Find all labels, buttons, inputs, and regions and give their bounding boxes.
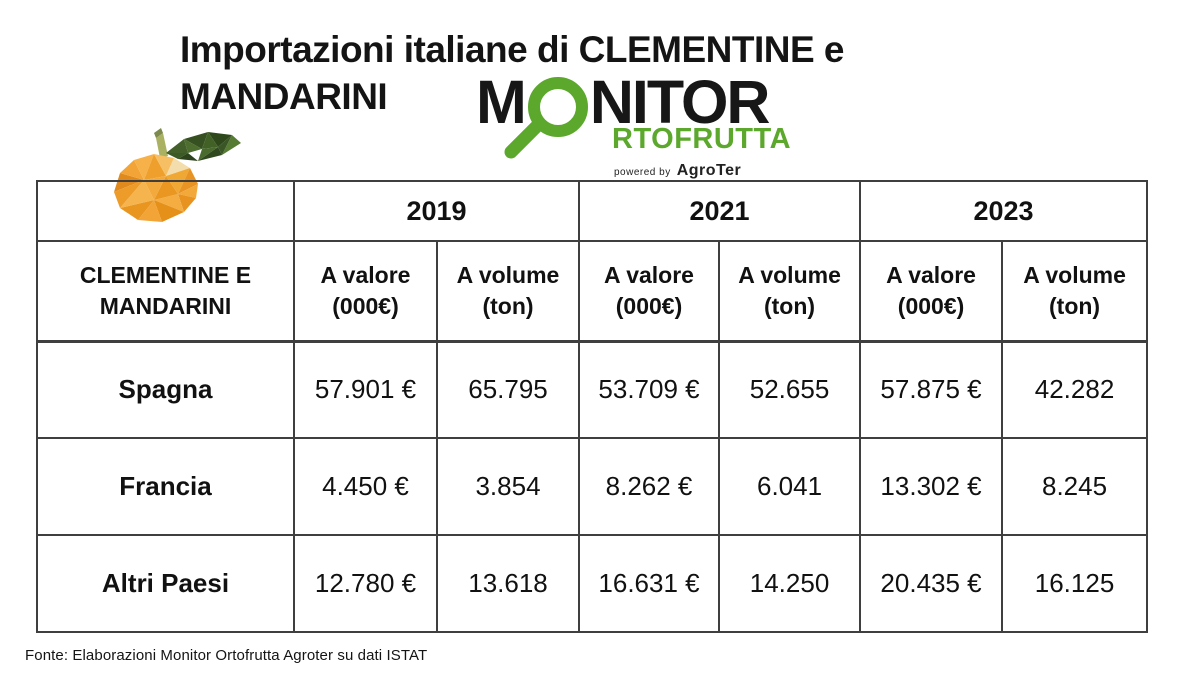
cell-altri-2019-volume: 13.618 xyxy=(435,534,581,633)
cell-altri-2023-volume: 16.125 xyxy=(1001,534,1149,633)
cell-francia-2019-valore: 4.450 € xyxy=(293,437,438,536)
cell-altri-2021-valore: 16.631 € xyxy=(578,534,721,633)
cell-spagna-2019-valore: 57.901 € xyxy=(293,340,438,439)
cell-spagna-2021-valore: 53.709 € xyxy=(578,340,721,439)
subheader-volume-2019: A volume (ton) xyxy=(435,240,581,343)
subheader-volume-2023: A volume (ton) xyxy=(1001,240,1149,343)
logo-powered-by: powered by AgroTer xyxy=(614,162,741,180)
row-label-altri-paesi: Altri Paesi xyxy=(36,534,295,633)
logo-letter-m: M xyxy=(476,68,527,136)
subheader-valore-2019: A valore (000€) xyxy=(293,240,438,343)
subheader-valore-2021: A valore (000€) xyxy=(578,240,721,343)
year-header-2021: 2021 xyxy=(578,180,862,242)
cell-francia-2023-valore: 13.302 € xyxy=(859,437,1004,536)
table-row-francia: Francia 4.450 € 3.854 8.262 € 6.041 13.3… xyxy=(36,437,1149,536)
metric-header-row: CLEMENTINE E MANDARINI A valore (000€) A… xyxy=(36,240,1149,343)
corner-empty-cell xyxy=(36,180,295,242)
page-title-line2: MANDARINI xyxy=(180,76,388,117)
agroter-brand: AgroTer xyxy=(676,162,742,179)
logo-letters-nitor: NITOR xyxy=(589,68,771,136)
cell-francia-2021-valore: 8.262 € xyxy=(578,437,721,536)
cell-spagna-2023-valore: 57.875 € xyxy=(859,340,1004,439)
cell-spagna-2021-volume: 52.655 xyxy=(718,340,862,439)
corner-label: CLEMENTINE E MANDARINI xyxy=(36,240,295,343)
year-header-2023: 2023 xyxy=(859,180,1149,242)
subheader-volume-2021: A volume (ton) xyxy=(718,240,862,343)
year-header-2019: 2019 xyxy=(292,180,581,242)
year-header-row: 2019 2021 2023 xyxy=(36,180,1149,242)
cell-spagna-2019-volume: 65.795 xyxy=(435,340,581,439)
page-title-line1: Importazioni italiane di CLEMENTINE e xyxy=(180,29,845,70)
cell-altri-2019-valore: 12.780 € xyxy=(293,534,438,633)
page-title: Importazioni italiane di CLEMENTINE e MA… xyxy=(180,26,960,120)
magnifier-icon xyxy=(504,77,588,159)
logo-word-monitor: M NITOR xyxy=(476,68,836,159)
row-label-francia: Francia xyxy=(36,437,295,536)
imports-table: 2019 2021 2023 CLEMENTINE E MANDARINI A … xyxy=(36,180,1149,633)
table-row-spagna: Spagna 57.901 € 65.795 53.709 € 52.655 5… xyxy=(36,340,1149,439)
cell-francia-2023-volume: 8.245 xyxy=(1001,437,1149,536)
cell-spagna-2023-volume: 42.282 xyxy=(1001,340,1149,439)
monitor-ortofrutta-logo: M NITOR RTOFRUTTA powered by AgroTer xyxy=(476,72,836,184)
row-label-spagna: Spagna xyxy=(36,340,295,439)
table-row-altri-paesi: Altri Paesi 12.780 € 13.618 16.631 € 14.… xyxy=(36,534,1149,633)
cell-francia-2021-volume: 6.041 xyxy=(718,437,862,536)
source-note: Fonte: Elaborazioni Monitor Ortofrutta A… xyxy=(25,647,428,664)
logo-word-ortofrutta: RTOFRUTTA xyxy=(612,123,792,155)
cell-altri-2023-valore: 20.435 € xyxy=(859,534,1004,633)
powered-by-text: powered by xyxy=(614,167,671,178)
cell-altri-2021-volume: 14.250 xyxy=(718,534,862,633)
cell-francia-2019-volume: 3.854 xyxy=(435,437,581,536)
subheader-valore-2023: A valore (000€) xyxy=(859,240,1004,343)
